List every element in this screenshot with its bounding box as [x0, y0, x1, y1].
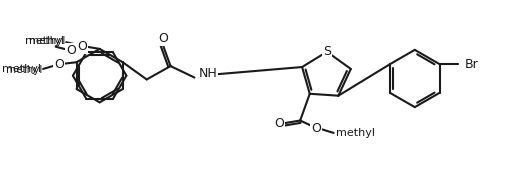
Text: O: O	[274, 117, 284, 130]
Text: methyl: methyl	[335, 128, 375, 138]
Text: methyl: methyl	[2, 64, 41, 74]
Text: O: O	[77, 40, 87, 53]
Text: O: O	[312, 122, 321, 135]
Text: O: O	[66, 44, 76, 57]
Text: O: O	[54, 58, 64, 71]
Text: methyl: methyl	[25, 36, 64, 46]
Text: methyl: methyl	[6, 65, 42, 75]
Text: O: O	[158, 32, 168, 45]
Text: NH: NH	[198, 67, 217, 80]
Text: methyl: methyl	[29, 36, 66, 46]
Text: Br: Br	[464, 58, 478, 71]
Text: S: S	[323, 45, 331, 58]
